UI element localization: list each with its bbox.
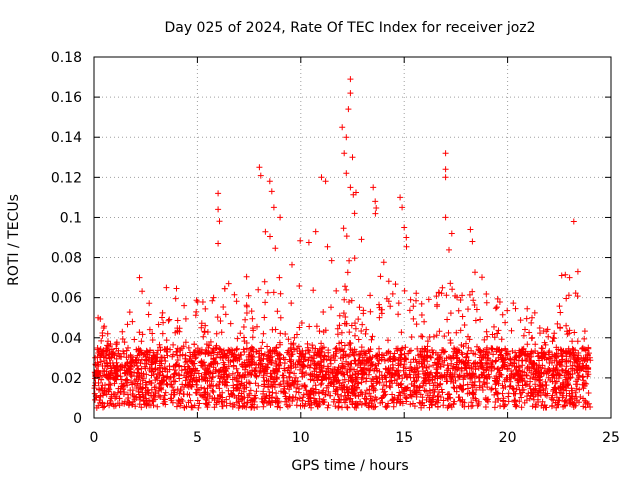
data-points [91, 76, 594, 411]
y-axis-label: ROTI / TECUs [6, 194, 22, 286]
x-tick-label: 10 [292, 430, 310, 446]
y-tick-label: 0.18 [51, 50, 82, 66]
y-tick-label: 0.16 [51, 90, 82, 106]
x-tick-label: 15 [395, 430, 413, 446]
x-tick-label: 20 [499, 430, 517, 446]
chart-title: Day 025 of 2024, Rate Of TEC Index for r… [164, 20, 535, 36]
y-tick-label: 0.06 [51, 291, 82, 307]
y-tick-label: 0.08 [51, 251, 82, 267]
y-tick-label: 0.1 [60, 210, 82, 226]
x-tick-label: 5 [193, 430, 202, 446]
x-axis-label: GPS time / hours [291, 458, 408, 474]
y-tick-label: 0.02 [51, 371, 82, 387]
y-tick-label: 0.04 [51, 331, 82, 347]
y-tick-label: 0.12 [51, 170, 82, 186]
y-tick-label: 0 [73, 411, 82, 427]
x-tick-label: 0 [90, 430, 99, 446]
plot-frame [93, 56, 612, 419]
axis-ticks: 0 5 10 15 20 25 0 0.02 0.04 0.06 0.08 0.1 0.12 0.14 0.… [51, 50, 620, 446]
y-tick-label: 0.14 [51, 130, 82, 146]
x-tick-label: 25 [602, 430, 620, 446]
roti-markers [91, 76, 594, 411]
